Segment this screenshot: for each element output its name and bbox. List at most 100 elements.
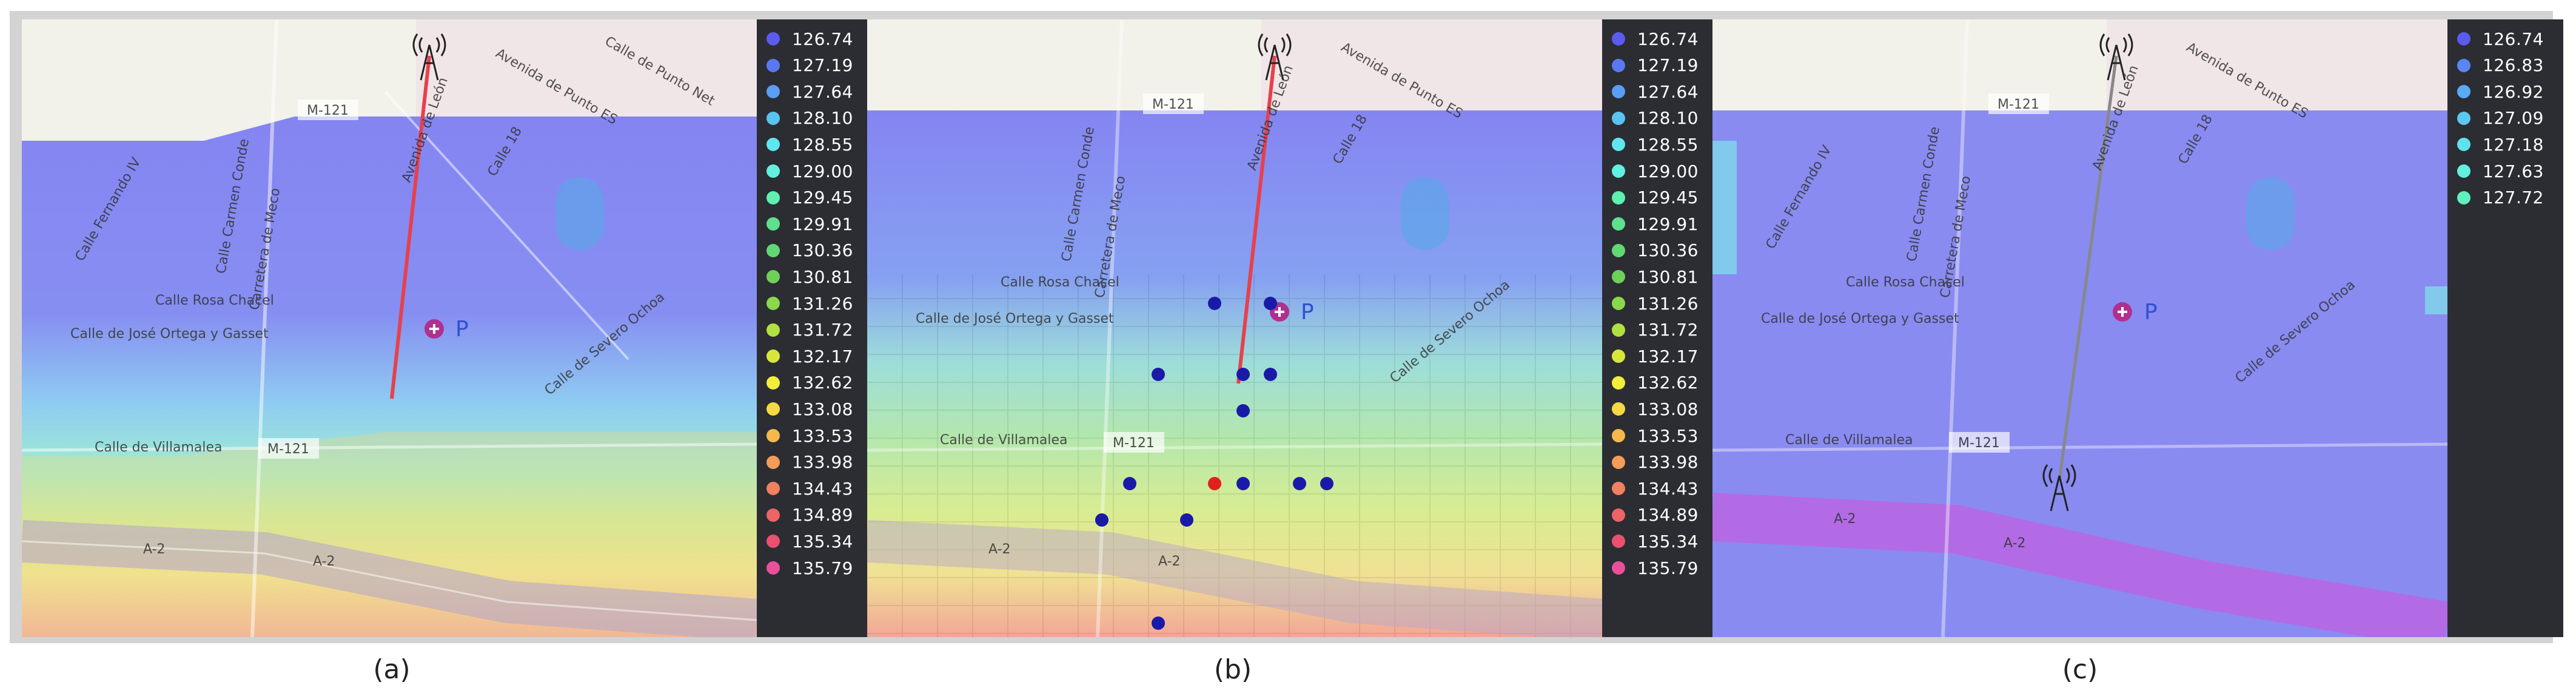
label-m121-top: M-121 [1152,97,1194,112]
legend-value: 129.45 [792,187,853,208]
legend-item: 132.17 [1612,344,1699,368]
map-c-canvas: P M-121 Calle de Villamalea M-121 A-2 A-… [1712,19,2447,637]
legend-b: 126.74 127.19 127.64 128.10 128.55 129.00 129.… [1602,19,1718,637]
legend-value: 127.09 [2483,108,2544,129]
legend-item: 135.79 [1612,556,1699,580]
legend-value: 129.91 [1637,214,1699,234]
legend-item: 127.72 [2457,186,2544,210]
sample-point [1293,477,1306,490]
legend-item: 127.19 [1612,53,1699,78]
label-villamalea: Calle de Villamalea [1785,433,1913,448]
label-m121-bottom: M-121 [1958,436,2000,451]
legend-swatch [766,270,780,284]
legend-swatch [766,243,780,257]
label-a2-right: A-2 [313,554,335,569]
legend-value: 134.89 [792,505,853,525]
heat-cell-edge [1712,141,1737,274]
legend-item: 132.62 [766,371,853,395]
road-villamalea [867,442,1602,452]
legend-item: 131.26 [766,291,853,316]
legend-value: 131.26 [1637,293,1699,314]
legend-swatch [766,191,780,204]
legend-value: 130.36 [1637,240,1699,261]
legend-value: 129.00 [1637,161,1699,181]
legend-item: 129.00 [766,159,853,183]
legend-item: 126.74 [2457,27,2544,51]
legend-swatch [2457,85,2470,99]
legend-item: 126.74 [766,27,853,51]
map-a-canvas: P M-121 Calle de Villamalea M-121 A-2 A-… [22,19,757,637]
receiver-tower-icon [2042,464,2076,512]
legend-value: 126.92 [2483,81,2544,102]
label-ortega-gasset: Calle de José Ortega y Gasset [70,326,269,342]
legend-value: 134.43 [1637,478,1699,499]
legend-swatch [766,561,780,575]
road-meco [1941,19,1969,637]
sample-point [1264,368,1277,381]
legend-swatch [1612,429,1625,442]
signal-path-line [2058,55,2118,481]
legend-swatch [766,323,780,337]
legend-value: 130.36 [792,240,853,261]
legend-value: 133.08 [1637,399,1699,419]
road-leon [384,91,629,360]
legend-value: 127.64 [1637,81,1699,102]
legend-a: 126.74 127.19 127.64 128.10 128.55 129.00 129.… [757,19,873,637]
sample-point [1095,513,1109,527]
panel-a: P M-121 Calle de Villamalea M-121 A-2 A-… [22,19,873,637]
legend-item: 130.81 [766,265,853,289]
caption-b: (b) [1213,654,1252,685]
legend-value: 135.34 [792,531,853,552]
legend-item: 134.43 [766,476,853,501]
label-m121-bottom: M-121 [267,442,309,457]
legend-value: 132.17 [1637,346,1699,366]
legend-value: 133.98 [792,452,853,473]
sample-point [1236,477,1250,490]
legend-value: 134.89 [1637,505,1699,525]
legend-swatch [2457,58,2470,72]
legend-value: 126.74 [792,29,853,49]
legend-value: 126.74 [1637,29,1699,49]
legend-value: 126.83 [2483,55,2544,76]
legend-swatch [766,455,780,469]
road-meco [1096,19,1124,637]
legend-value: 133.08 [792,399,853,419]
legend-item: 134.89 [1612,503,1699,527]
label-villamalea: Calle de Villamalea [95,440,223,455]
legend-item: 133.08 [1612,397,1699,421]
legend-item: 126.74 [1612,27,1699,51]
legend-item: 127.64 [1612,79,1699,104]
map-a[interactable]: P M-121 Calle de Villamalea M-121 A-2 A-… [22,19,757,637]
hospital-icon [2113,302,2132,322]
legend-item: 133.53 [766,424,853,448]
map-c[interactable]: P M-121 Calle de Villamalea M-121 A-2 A-… [1712,19,2447,637]
legend-item: 131.26 [1612,291,1699,316]
legend-item: 126.92 [2457,79,2544,104]
label-m121-top: M-121 [1997,97,2039,112]
legend-item: 133.98 [766,450,853,474]
legend-value: 129.00 [792,161,853,181]
label-a2-right: A-2 [2004,536,2026,551]
legend-item: 135.79 [766,556,853,580]
legend-item: 128.55 [1612,132,1699,157]
label-m121-bottom: M-121 [1113,436,1155,451]
legend-swatch [1612,164,1625,178]
legend-value: 132.17 [792,346,853,366]
map-b[interactable]: P M-121 Calle de Villamalea [867,19,1602,637]
label-rosa-chacel: Calle Rosa Chacel [1001,275,1119,290]
legend-value: 127.18 [2483,134,2544,155]
legend-swatch [2457,32,2470,46]
sample-point [1236,404,1250,417]
sample-point [1152,616,1165,630]
sample-point [1152,368,1165,381]
legend-item: 127.64 [766,79,853,104]
sample-point [1236,368,1250,381]
legend-swatch [1612,243,1625,257]
parking-marker: P [2144,300,2158,325]
parking-marker: P [1301,300,1314,325]
legend-value: 135.79 [1637,558,1699,578]
legend-value: 131.26 [792,293,853,314]
legend-item: 129.91 [766,212,853,236]
sample-point [1320,477,1333,490]
legend-swatch [766,297,780,310]
